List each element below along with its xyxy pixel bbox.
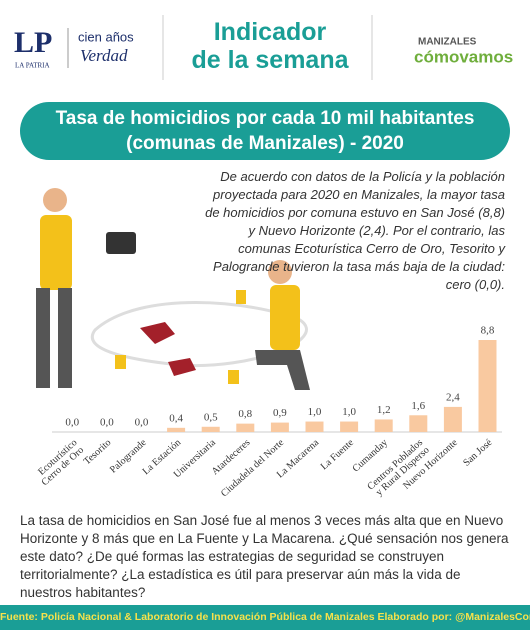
chart-title: Tasa de homicidios por cada 10 mil habit… bbox=[20, 102, 510, 160]
slogan: Verdad bbox=[80, 46, 128, 65]
value-label: 0,9 bbox=[273, 407, 287, 419]
heading: Indicador de la semana bbox=[191, 18, 349, 74]
bar bbox=[409, 415, 428, 432]
bar bbox=[270, 422, 289, 432]
partner: MANIZALES bbox=[418, 37, 477, 48]
illustration bbox=[36, 188, 310, 390]
value-label: 1,2 bbox=[377, 404, 391, 416]
bar bbox=[443, 406, 462, 432]
paragraph: La tasa de homicidios en San José fue al… bbox=[20, 513, 509, 600]
value-label: 0,0 bbox=[100, 417, 114, 429]
logo-sub: LA PATRIA bbox=[15, 62, 50, 70]
slogan: cien años bbox=[78, 29, 134, 44]
value-label: 0,5 bbox=[204, 411, 218, 423]
bar bbox=[201, 426, 220, 432]
value-label: 1,6 bbox=[411, 400, 425, 412]
bar bbox=[340, 421, 359, 432]
description: De acuerdo con datos de la Policía y la … bbox=[205, 169, 505, 292]
value-label: 0,4 bbox=[169, 412, 183, 424]
bar bbox=[236, 423, 255, 432]
bar bbox=[167, 427, 186, 432]
bar-group: 0,0 0,0 0,0 0,4 0,5 0,8 0,9 1,0 1,0 1,2 1,6 2,4 8,8 bbox=[65, 325, 497, 432]
value-label: 8,8 bbox=[481, 325, 495, 337]
bar bbox=[305, 421, 324, 432]
value-label: 2,4 bbox=[446, 391, 460, 403]
source: Fuente: Policía Nacional & Laboratorio d… bbox=[0, 605, 530, 630]
value-label: 0,0 bbox=[135, 417, 149, 429]
bar bbox=[374, 419, 393, 432]
canvas: LP LA PATRIA cien años Verdad MANIZALES … bbox=[14, 15, 513, 433]
value-label: 1,0 bbox=[342, 406, 356, 418]
value-label: 0,8 bbox=[238, 408, 252, 420]
partner: cómovamos bbox=[414, 47, 513, 66]
logo: LP bbox=[14, 26, 52, 59]
bar bbox=[478, 340, 497, 432]
value-label: 0,0 bbox=[65, 417, 79, 429]
value-label: 1,0 bbox=[308, 406, 322, 418]
